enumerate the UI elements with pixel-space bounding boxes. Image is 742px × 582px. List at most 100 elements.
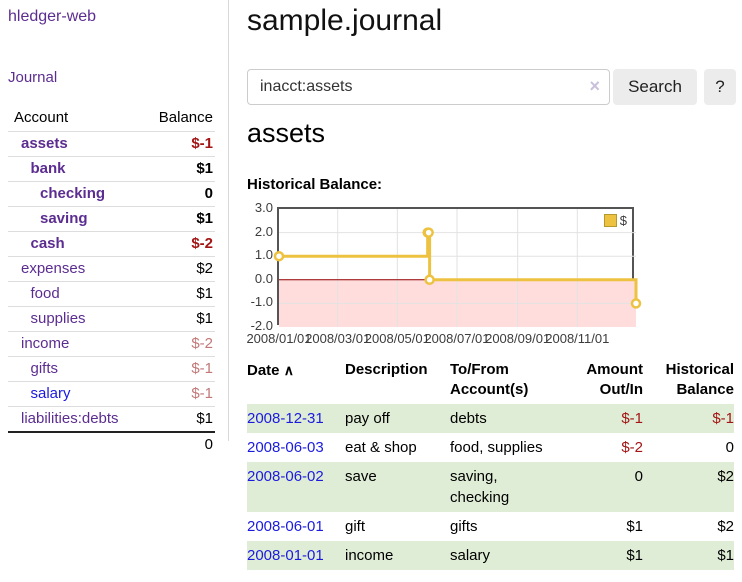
account-link[interactable]: expenses — [21, 259, 86, 277]
account-row: gifts $-1 — [8, 355, 215, 381]
brand-link[interactable]: hledger-web — [8, 8, 97, 25]
account-row: food $1 — [8, 280, 215, 306]
accounts-cell: food, supplies — [450, 439, 543, 456]
account-row: cash $-2 — [8, 230, 215, 256]
account-link[interactable]: bank — [30, 159, 66, 177]
sort-ascending-icon: ∧ — [283, 362, 294, 378]
clear-search-icon[interactable]: × — [589, 76, 600, 96]
y-tick-label: -2.0 — [250, 318, 273, 333]
account-balance: $2 — [148, 255, 215, 281]
y-tick-label: 1.0 — [254, 247, 273, 263]
date-link[interactable]: 2008-12-31 — [247, 410, 324, 427]
account-link[interactable]: gifts — [30, 359, 59, 377]
accounts-cell: saving, checking — [450, 468, 510, 506]
column-header-balance: Historical Balance — [665, 361, 734, 398]
y-tick-label: -1.0 — [250, 294, 273, 310]
description-cell: income — [345, 547, 394, 564]
x-tick-label: 2008/07/01 — [424, 331, 490, 346]
account-balance: $1 — [148, 405, 215, 432]
column-header-accounts: To/From Account(s) — [450, 361, 529, 398]
account-link[interactable]: income — [21, 334, 70, 352]
search-input[interactable] — [247, 69, 610, 105]
amount-cell: $-2 — [621, 439, 643, 456]
account-link[interactable]: assets — [21, 134, 68, 152]
table-row: 2008-12-31 pay off debts $-1 $-1 — [247, 404, 734, 433]
date-link[interactable]: 2008-06-01 — [247, 518, 324, 535]
account-balance: $-1 — [148, 355, 215, 381]
date-link[interactable]: 2008-01-01 — [247, 547, 324, 564]
account-balance: $1 — [148, 280, 215, 306]
balance-cell: $-1 — [712, 410, 734, 427]
legend-swatch-icon — [603, 214, 617, 227]
help-button[interactable]: ? — [704, 69, 736, 105]
account-link[interactable]: salary — [30, 384, 71, 402]
table-row: 2008-06-01 gift gifts $1 $2 — [247, 512, 734, 541]
account-balance: $1 — [148, 205, 215, 231]
account-row: expenses $2 — [8, 255, 215, 281]
x-tick-label: 2008/09/01 — [485, 331, 551, 346]
accounts-total-balance: 0 — [148, 430, 215, 457]
account-row: saving $1 — [8, 205, 215, 231]
account-link[interactable]: supplies — [30, 309, 86, 327]
register-body: 2008-12-31 pay off debts $-1 $-1 2008-06-03 ea… — [247, 404, 734, 570]
search-field-wrap: × — [247, 69, 610, 105]
y-tick-label: 2.0 — [254, 223, 273, 239]
account-balance: $-1 — [148, 130, 215, 156]
accounts-total-row: 0 — [8, 430, 215, 457]
balance-column-header: Balance — [158, 109, 213, 127]
account-link[interactable]: checking — [40, 184, 106, 202]
account-link[interactable]: cash — [30, 234, 65, 252]
amount-cell: $1 — [626, 547, 643, 564]
date-link[interactable]: 2008-06-02 — [247, 468, 324, 485]
chart-legend: $ — [601, 212, 629, 229]
table-row: 2008-01-01 income salary $1 $1 — [247, 541, 734, 570]
x-tick-label: 2008/03/01 — [305, 331, 371, 346]
column-header-description: Description — [345, 361, 428, 378]
date-link[interactable]: 2008-06-03 — [247, 439, 324, 456]
account-row: liabilities:debts $1 — [8, 405, 215, 432]
legend-label: $ — [619, 213, 627, 228]
amount-cell: $1 — [626, 518, 643, 535]
balance-cell: $1 — [717, 547, 734, 564]
account-row: assets $-1 — [8, 130, 215, 156]
accounts-cell: gifts — [450, 518, 478, 535]
page-title: sample.journal — [247, 4, 443, 37]
account-balance: $1 — [148, 155, 215, 181]
search-button[interactable]: Search — [613, 69, 697, 105]
account-balance: $-2 — [148, 330, 215, 356]
sidebar-divider — [228, 0, 229, 441]
table-row: 2008-06-02 save saving, checking 0 $2 — [247, 462, 734, 512]
account-link[interactable]: saving — [40, 209, 88, 227]
x-tick-label: 2008/05/01 — [364, 331, 430, 346]
main-content: sample.journal × Search ? assets Histori… — [246, 0, 742, 582]
account-balance: $1 — [148, 305, 215, 331]
column-header-date[interactable]: Date ∧ — [247, 362, 294, 379]
account-balance: $-1 — [148, 380, 215, 406]
chart-title-label: Historical Balance: — [247, 176, 383, 193]
account-link[interactable]: liabilities:debts — [21, 409, 119, 427]
column-header-amount: Amount Out/In — [586, 361, 643, 398]
x-tick-label: 2008/11/01 — [545, 331, 610, 346]
y-tick-label: 3.0 — [254, 200, 273, 215]
register-table: Date ∧ Description To/From Account(s) Am… — [247, 360, 734, 570]
amount-cell: $-1 — [621, 410, 643, 427]
accounts-header-row: Account Balance — [8, 108, 215, 131]
accounts-cell: salary — [450, 547, 491, 564]
balance-cell: $2 — [717, 518, 734, 535]
account-row: supplies $1 — [8, 305, 215, 331]
description-cell: eat & shop — [345, 439, 417, 456]
description-cell: pay off — [345, 410, 390, 427]
search-row: × Search ? — [247, 69, 742, 105]
chart-plot: $ — [273, 207, 642, 327]
account-column-header: Account — [14, 109, 69, 127]
account-row: income $-2 — [8, 330, 215, 356]
accounts-table: Account Balance assets $-1 bank $1 checking 0… — [8, 108, 215, 457]
x-tick-label: 2008/01/01 — [246, 331, 312, 346]
description-cell: gift — [345, 518, 366, 535]
description-cell: save — [345, 468, 377, 485]
nav-journal-link[interactable]: Journal — [8, 69, 58, 86]
account-heading: assets — [247, 118, 326, 148]
amount-cell: 0 — [634, 468, 643, 485]
account-row: checking 0 — [8, 180, 215, 206]
account-link[interactable]: food — [30, 284, 60, 302]
